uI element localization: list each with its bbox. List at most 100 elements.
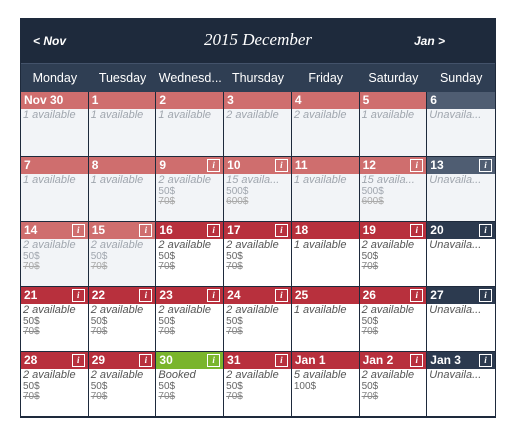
day-number: 31 <box>227 353 241 367</box>
price: 50$ <box>361 251 379 262</box>
day-header: 13 i <box>427 157 495 174</box>
info-icon[interactable]: i <box>207 159 221 172</box>
availability-text: 1 available <box>23 174 76 186</box>
day-cell[interactable]: 3 2 available <box>224 92 292 157</box>
availability-text: 2 available <box>158 304 212 316</box>
day-cell[interactable]: Jan 2 i 2 available 50$ 70$ <box>359 352 428 417</box>
day-cell[interactable]: 20 i Unavaila... <box>427 222 495 287</box>
day-cell[interactable]: 13 i Unavaila... <box>427 157 495 222</box>
day-cell[interactable]: 30 i Booked 50$ 70$ <box>156 352 225 417</box>
day-cell[interactable]: Jan 1 5 available 100$ <box>291 352 360 417</box>
price: 50$ <box>23 316 40 327</box>
day-number: 21 <box>24 288 38 302</box>
price: 50$ <box>361 381 379 392</box>
day-cell[interactable]: 26 i 2 available 50$ 70$ <box>359 287 428 352</box>
old-price: 70$ <box>361 391 379 402</box>
day-cell[interactable]: 25 1 available <box>291 287 360 352</box>
info-icon[interactable]: i <box>274 224 288 237</box>
weekday-sunday: Sunday <box>439 71 483 85</box>
availability-text: Unavaila... <box>429 174 482 186</box>
info-icon[interactable]: i <box>479 354 492 367</box>
old-price: 70$ <box>23 391 40 402</box>
info-icon[interactable]: i <box>207 289 221 302</box>
day-cell[interactable]: 7 1 available <box>21 157 89 222</box>
availability-text: 1 available <box>158 109 212 121</box>
info-icon[interactable]: i <box>274 159 288 172</box>
old-price: 70$ <box>158 261 176 272</box>
info-icon[interactable]: i <box>207 224 221 237</box>
info-icon[interactable]: i <box>410 224 424 237</box>
info-icon[interactable]: i <box>207 354 221 367</box>
old-price: 70$ <box>361 261 379 272</box>
day-number: 20 <box>430 223 444 237</box>
availability-text: 2 available <box>293 109 347 121</box>
day-header: Nov 30 <box>21 92 88 109</box>
info-icon[interactable]: i <box>479 224 492 237</box>
day-cell[interactable]: 19 i 2 available 50$ 70$ <box>359 222 428 287</box>
info-icon[interactable]: i <box>410 354 424 367</box>
availability-text: 2 available <box>361 239 415 251</box>
day-header: 23 i <box>156 287 224 304</box>
day-cell[interactable]: Nov 30 1 available <box>21 92 89 157</box>
day-header: 30 i <box>156 352 224 369</box>
old-price: 70$ <box>90 391 108 402</box>
day-cell[interactable]: 10 i 15 availa... 500$ 600$ <box>224 157 292 222</box>
info-icon[interactable]: i <box>139 289 153 302</box>
availability-text: 2 available <box>158 174 212 186</box>
day-cell[interactable]: 24 i 2 available 50$ 70$ <box>224 287 292 352</box>
day-cell[interactable]: 22 i 2 available 50$ 70$ <box>88 287 157 352</box>
info-icon[interactable]: i <box>139 224 153 237</box>
day-number: 3 <box>227 93 234 107</box>
availability-text: 5 available <box>293 369 347 381</box>
day-cell[interactable]: 8 1 available <box>88 157 157 222</box>
availability-text: 2 available <box>90 239 144 251</box>
day-header: 31 i <box>224 352 291 369</box>
info-icon[interactable]: i <box>139 354 153 367</box>
day-cell[interactable]: 4 2 available <box>291 92 360 157</box>
old-price: 70$ <box>90 326 108 337</box>
info-icon[interactable]: i <box>274 289 288 302</box>
day-cell[interactable]: 14 i 2 available 50$ 70$ <box>21 222 89 287</box>
day-cell[interactable]: 31 i 2 available 50$ 70$ <box>224 352 292 417</box>
info-icon[interactable]: i <box>71 354 85 367</box>
day-cell[interactable]: 12 i 15 availa... 500$ 600$ <box>359 157 428 222</box>
day-cell[interactable]: 17 i 2 available 50$ 70$ <box>224 222 292 287</box>
day-cell[interactable]: 23 i 2 available 50$ 70$ <box>156 287 225 352</box>
day-cell[interactable]: 29 i 2 available 50$ 70$ <box>88 352 157 417</box>
price: 50$ <box>23 381 40 392</box>
day-cell[interactable]: 15 i 2 available 50$ 70$ <box>88 222 157 287</box>
day-number: 13 <box>430 158 444 172</box>
calendar-header: < Nov 2015 December Jan > <box>21 19 495 63</box>
availability-text: 1 available <box>23 109 76 121</box>
day-header: 27 i <box>427 287 495 304</box>
day-cell[interactable]: 21 i 2 available 50$ 70$ <box>21 287 89 352</box>
day-cell[interactable]: 28 i 2 available 50$ 70$ <box>21 352 89 417</box>
day-cell[interactable]: 11 1 available <box>291 157 360 222</box>
info-icon[interactable]: i <box>479 159 492 172</box>
availability-text: 2 available <box>226 369 279 381</box>
info-icon[interactable]: i <box>274 354 288 367</box>
info-icon[interactable]: i <box>71 224 85 237</box>
day-cell[interactable]: 16 i 2 available 50$ 70$ <box>156 222 225 287</box>
availability-text: 2 available <box>361 369 415 381</box>
price: 50$ <box>158 316 176 327</box>
price: 50$ <box>226 316 243 327</box>
info-icon[interactable]: i <box>479 289 492 302</box>
old-price: 70$ <box>158 196 176 207</box>
day-cell[interactable]: Jan 3 i Unavaila... <box>427 352 495 417</box>
day-cell[interactable]: 2 1 available <box>156 92 225 157</box>
day-header: 3 <box>224 92 291 109</box>
info-icon[interactable]: i <box>410 289 424 302</box>
day-header: 17 i <box>224 222 291 239</box>
day-header: 21 i <box>21 287 88 304</box>
prev-month-button[interactable]: < Nov <box>33 34 67 48</box>
day-cell[interactable]: 1 1 available <box>88 92 157 157</box>
day-cell[interactable]: 18 1 available <box>291 222 360 287</box>
day-cell[interactable]: 27 i Unavaila... <box>427 287 495 352</box>
day-cell[interactable]: 6 Unavaila... <box>427 92 495 157</box>
day-cell[interactable]: 5 1 available <box>359 92 428 157</box>
info-icon[interactable]: i <box>71 289 85 302</box>
next-month-button[interactable]: Jan > <box>413 34 445 48</box>
info-icon[interactable]: i <box>410 159 424 172</box>
